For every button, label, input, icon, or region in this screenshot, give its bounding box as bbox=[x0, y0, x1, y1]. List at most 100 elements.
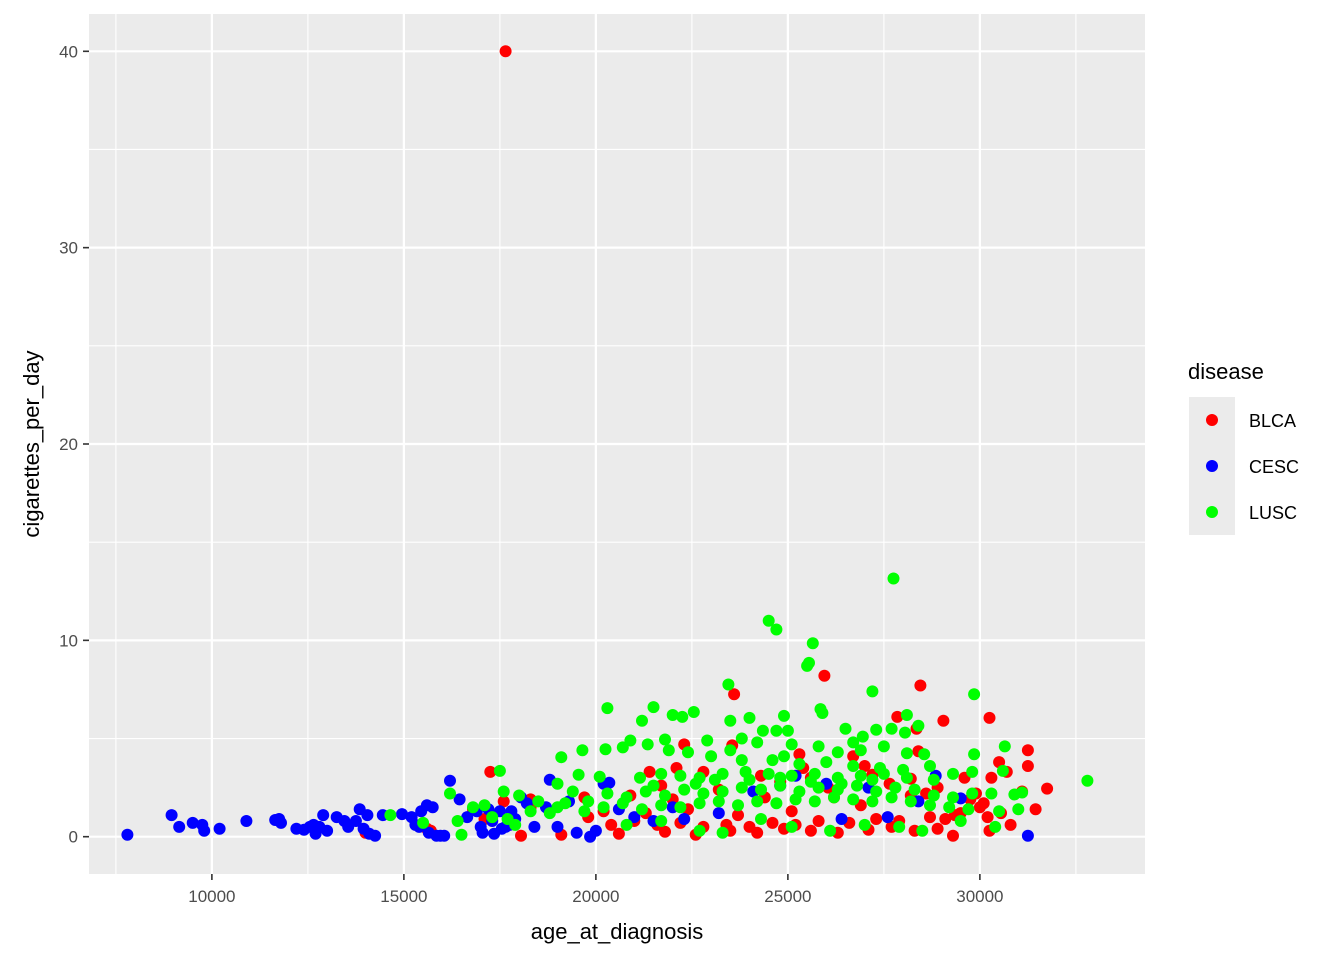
data-point bbox=[693, 824, 706, 837]
data-point bbox=[751, 795, 764, 808]
data-point bbox=[634, 771, 646, 784]
data-point bbox=[918, 748, 931, 761]
data-point bbox=[198, 824, 211, 837]
data-point bbox=[570, 826, 583, 839]
data-point bbox=[1016, 786, 1029, 799]
data-point bbox=[674, 801, 687, 814]
data-point bbox=[993, 805, 1006, 818]
data-point bbox=[937, 714, 950, 727]
data-point bbox=[762, 767, 775, 780]
data-point bbox=[785, 738, 798, 751]
data-point bbox=[766, 816, 779, 829]
legend-key-cesc bbox=[1206, 460, 1218, 472]
data-point bbox=[847, 760, 860, 772]
data-point bbox=[559, 797, 572, 810]
data-point bbox=[467, 801, 479, 814]
data-point bbox=[973, 801, 986, 814]
data-point bbox=[931, 822, 944, 835]
data-point bbox=[735, 754, 748, 767]
data-point bbox=[756, 724, 769, 737]
data-point bbox=[785, 805, 798, 818]
data-point bbox=[770, 797, 783, 810]
data-point bbox=[666, 709, 679, 721]
x-tick-label: 30000 bbox=[956, 887, 1003, 906]
data-point bbox=[818, 669, 831, 682]
data-point bbox=[478, 799, 491, 812]
legend-title: disease bbox=[1188, 359, 1264, 384]
data-point bbox=[213, 822, 226, 835]
data-point bbox=[751, 826, 764, 839]
data-point bbox=[887, 572, 900, 585]
data-point bbox=[543, 807, 556, 820]
data-point bbox=[947, 791, 959, 804]
legend-key-lusc bbox=[1206, 506, 1218, 518]
data-point bbox=[513, 789, 526, 802]
data-point bbox=[924, 799, 936, 812]
data-point bbox=[778, 750, 790, 763]
data-point bbox=[451, 815, 464, 827]
data-point bbox=[678, 783, 691, 796]
data-point bbox=[317, 809, 330, 822]
data-point bbox=[643, 765, 656, 778]
data-point bbox=[774, 771, 787, 784]
data-point bbox=[954, 815, 967, 827]
data-point bbox=[603, 776, 616, 789]
data-point bbox=[636, 803, 648, 816]
y-tick-label: 40 bbox=[59, 42, 78, 61]
data-point bbox=[968, 688, 981, 701]
data-point bbox=[551, 777, 564, 790]
y-tick-label: 30 bbox=[59, 239, 78, 258]
data-point bbox=[515, 829, 527, 842]
data-point bbox=[985, 771, 998, 784]
data-point bbox=[732, 799, 744, 812]
data-point bbox=[620, 818, 633, 831]
data-point bbox=[927, 773, 940, 786]
data-point bbox=[804, 824, 817, 837]
data-point bbox=[578, 805, 591, 818]
data-point bbox=[682, 746, 694, 759]
data-point bbox=[847, 736, 860, 749]
data-point bbox=[996, 764, 1009, 777]
data-point bbox=[831, 746, 844, 759]
legend-label-blca: BLCA bbox=[1249, 411, 1296, 431]
data-point bbox=[417, 816, 430, 829]
data-point bbox=[866, 773, 879, 786]
data-point bbox=[712, 807, 725, 820]
data-point bbox=[121, 828, 134, 841]
data-point bbox=[616, 741, 629, 754]
data-point bbox=[369, 829, 382, 842]
x-axis-ticks: 10000 15000 20000 25000 30000 bbox=[188, 874, 1004, 906]
data-point bbox=[349, 815, 362, 827]
data-point bbox=[847, 793, 860, 806]
data-point bbox=[662, 744, 675, 757]
grid-major bbox=[89, 14, 1145, 874]
data-point bbox=[762, 614, 775, 627]
data-point bbox=[396, 808, 408, 821]
data-point bbox=[484, 765, 497, 778]
y-tick-label: 20 bbox=[59, 435, 78, 454]
data-point bbox=[453, 793, 466, 806]
data-point bbox=[735, 781, 748, 794]
data-point bbox=[461, 811, 474, 824]
data-point bbox=[1041, 782, 1054, 795]
series-lusc bbox=[384, 572, 1094, 841]
data-point bbox=[426, 801, 439, 814]
y-axis-title: cigarettes_per_day bbox=[19, 350, 44, 537]
data-point bbox=[877, 740, 890, 753]
data-point bbox=[804, 775, 817, 788]
data-point bbox=[793, 748, 806, 761]
data-point bbox=[701, 734, 714, 747]
data-point bbox=[636, 714, 648, 727]
x-tick-label: 10000 bbox=[188, 887, 235, 906]
data-point bbox=[968, 748, 981, 761]
data-point bbox=[593, 770, 606, 783]
data-point bbox=[927, 789, 940, 802]
data-point bbox=[743, 773, 756, 786]
data-point bbox=[835, 813, 848, 825]
data-point bbox=[755, 783, 767, 796]
data-point bbox=[641, 738, 654, 751]
data-point bbox=[770, 724, 783, 737]
data-point bbox=[858, 760, 871, 772]
data-point bbox=[789, 793, 802, 806]
data-point bbox=[501, 813, 514, 825]
